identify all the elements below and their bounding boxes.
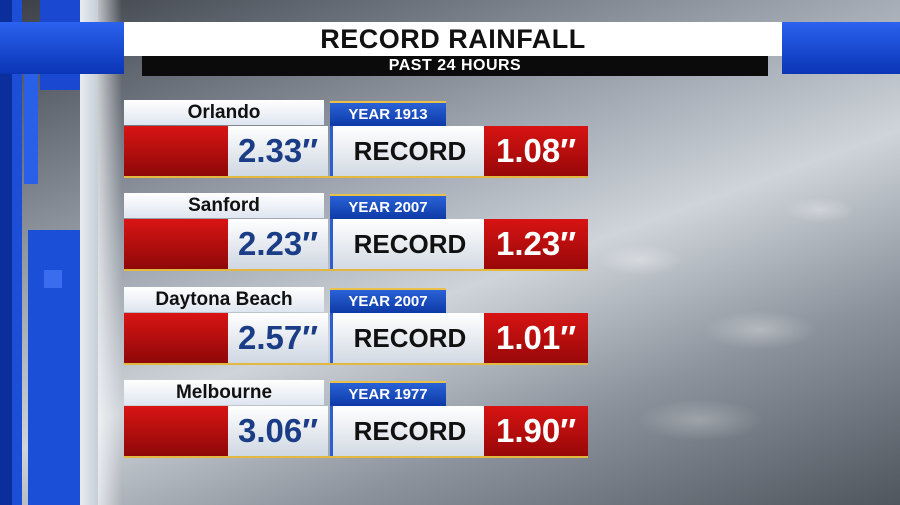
rainfall-amount: 3.06″ (228, 406, 328, 456)
rainfall-values: 2.23″ RECORD 1.23″ (124, 219, 588, 271)
decor-glow (98, 0, 122, 505)
red-accent-block (124, 219, 228, 269)
rainfall-row: Sanford YEAR 2007 2.23″ RECORD 1.23″ (124, 193, 588, 273)
record-label: RECORD (330, 406, 487, 456)
city-name: Daytona Beach (124, 287, 324, 312)
header-blue-bar-right (782, 22, 900, 74)
record-value: 1.23″ (484, 219, 588, 269)
record-label: RECORD (330, 126, 487, 176)
record-year-badge: YEAR 1977 (330, 381, 446, 406)
red-accent-block (124, 313, 228, 363)
page-subtitle: PAST 24 HOURS (142, 56, 768, 76)
red-accent-block (124, 406, 228, 456)
rainfall-values: 2.57″ RECORD 1.01″ (124, 313, 588, 365)
rainfall-values: 3.06″ RECORD 1.90″ (124, 406, 588, 458)
record-value: 1.08″ (484, 126, 588, 176)
decor-stripe (0, 0, 12, 505)
rainfall-values: 2.33″ RECORD 1.08″ (124, 126, 588, 178)
record-year-badge: YEAR 2007 (330, 194, 446, 219)
record-value: 1.01″ (484, 313, 588, 363)
rainfall-amount: 2.33″ (228, 126, 328, 176)
record-year-badge: YEAR 1913 (330, 101, 446, 126)
rainfall-amount: 2.23″ (228, 219, 328, 269)
header-blue-bar-left (0, 22, 124, 74)
record-value: 1.90″ (484, 406, 588, 456)
city-name: Orlando (124, 100, 324, 125)
city-name: Melbourne (124, 380, 324, 405)
page-title: RECORD RAINFALL (124, 22, 782, 56)
decor-stripe (12, 0, 22, 505)
rainfall-row: Daytona Beach YEAR 2007 2.57″ RECORD 1.0… (124, 287, 588, 367)
decor-stripe (80, 0, 98, 505)
decor-square (44, 270, 62, 288)
rainfall-amount: 2.57″ (228, 313, 328, 363)
red-accent-block (124, 126, 228, 176)
record-year-badge: YEAR 2007 (330, 288, 446, 313)
city-name: Sanford (124, 193, 324, 218)
record-label: RECORD (330, 313, 487, 363)
rainfall-row: Melbourne YEAR 1977 3.06″ RECORD 1.90″ (124, 380, 588, 460)
record-label: RECORD (330, 219, 487, 269)
rainfall-row: Orlando YEAR 1913 2.33″ RECORD 1.08″ (124, 100, 588, 180)
